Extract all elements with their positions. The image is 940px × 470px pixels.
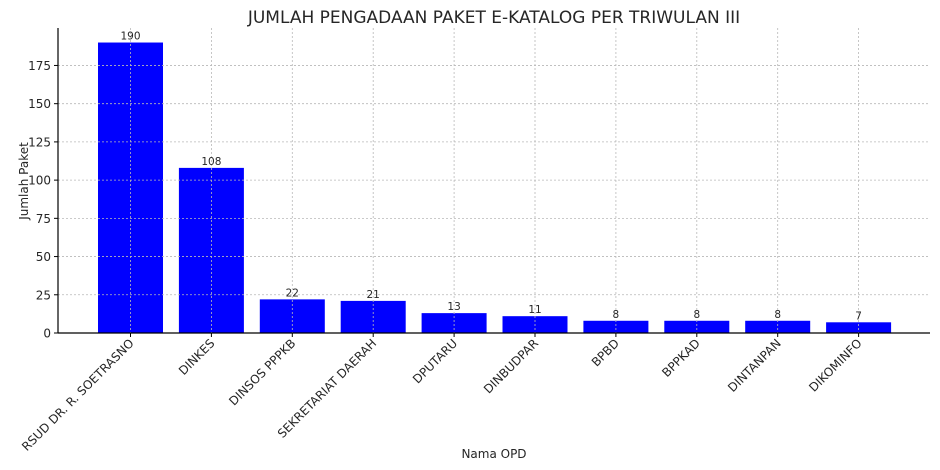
chart-title: JUMLAH PENGADAAN PAKET E-KATALOG PER TRI… bbox=[247, 8, 740, 28]
y-tick-label: 0 bbox=[43, 327, 51, 341]
x-ticks: RSUD DR. R. SOETRASNO DINKES DINSOS PPPKBS… bbox=[19, 333, 865, 454]
bar-value-label: 108 bbox=[201, 156, 221, 168]
bar-value-label: 21 bbox=[367, 289, 380, 301]
y-tick-label: 150 bbox=[28, 97, 51, 111]
y-tick-label: 50 bbox=[36, 250, 51, 264]
bar-value-label: 11 bbox=[528, 304, 541, 316]
bar-labels: 190 108 22 21 13 11 8 8 8 7 bbox=[120, 31, 861, 323]
bar bbox=[421, 313, 487, 333]
x-tick-label: DPUTARU bbox=[410, 336, 460, 386]
bar-value-label: 13 bbox=[447, 301, 460, 313]
bar-value-label: 8 bbox=[774, 309, 781, 321]
bar-value-label: 7 bbox=[855, 310, 862, 322]
bar-value-label: 22 bbox=[286, 287, 299, 299]
x-tick-label: DINKES bbox=[176, 336, 218, 378]
x-tick-label: DIKOMINFO bbox=[806, 336, 864, 394]
y-tick-label: 100 bbox=[28, 174, 51, 188]
y-tick-label: 25 bbox=[36, 288, 51, 302]
bar bbox=[583, 320, 649, 333]
y-tick-label: 125 bbox=[28, 135, 51, 149]
x-tick-label: BPPKAD bbox=[659, 336, 703, 380]
y-axis-label: Jumlah Paket bbox=[17, 142, 31, 221]
bar-value-label: 8 bbox=[693, 309, 700, 321]
axes bbox=[57, 28, 930, 334]
bar bbox=[664, 320, 730, 333]
x-tick-label: BPBD bbox=[589, 336, 622, 369]
x-tick-label: DINSOS PPPKB bbox=[226, 336, 298, 408]
y-tick-label: 175 bbox=[28, 59, 51, 73]
bar bbox=[826, 322, 892, 333]
x-axis-label: Nama OPD bbox=[461, 447, 526, 461]
bar bbox=[745, 320, 811, 333]
bar-value-label: 190 bbox=[120, 31, 140, 43]
x-tick-label: RSUD DR. R. SOETRASNO bbox=[19, 336, 137, 454]
bars bbox=[98, 42, 892, 334]
x-tick-label: DINTANPAN bbox=[725, 336, 784, 395]
y-tick-label: 75 bbox=[36, 212, 51, 226]
x-tick-label: DINBUDPAR bbox=[481, 336, 541, 396]
bar-value-label: 8 bbox=[613, 309, 620, 321]
y-ticks: 0 25 50 75 100 125 150 175 bbox=[28, 59, 58, 341]
